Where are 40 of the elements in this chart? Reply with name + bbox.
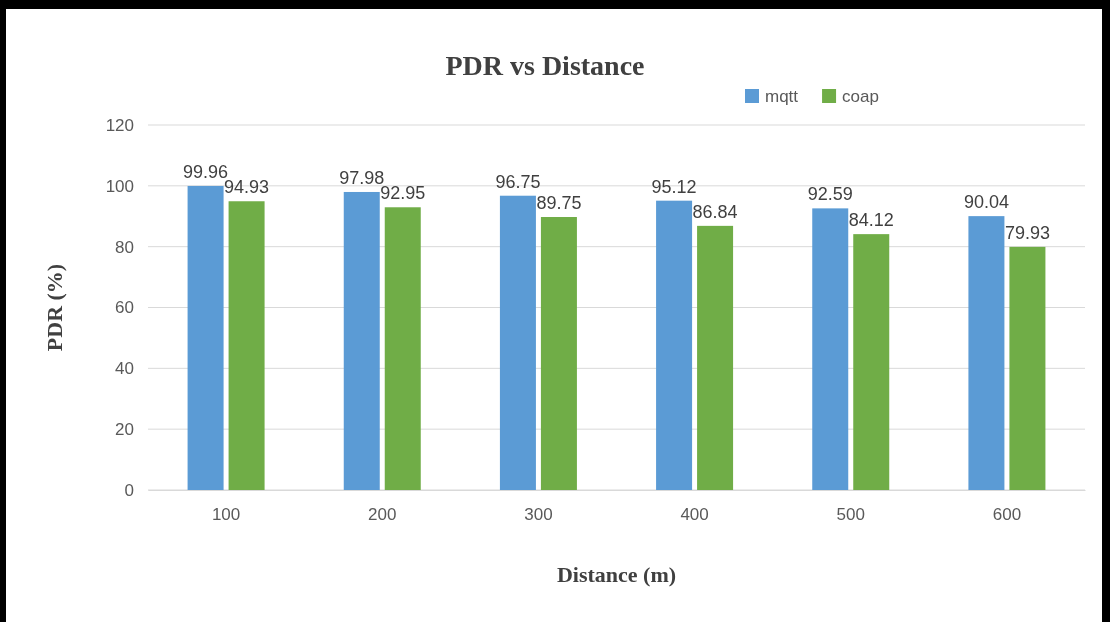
chart-title: PDR vs Distance <box>445 50 645 81</box>
legend-label: mqtt <box>765 87 799 106</box>
y-tick-label: 120 <box>105 115 134 135</box>
y-tick-label: 0 <box>124 480 134 500</box>
data-label: 96.75 <box>495 171 541 192</box>
data-label: 94.93 <box>224 177 270 198</box>
x-tick-label: 200 <box>368 505 397 525</box>
data-label: 92.95 <box>380 183 426 204</box>
data-label: 79.93 <box>1004 222 1050 243</box>
legend-label: coap <box>842 87 879 106</box>
x-tick-label: 100 <box>211 505 241 525</box>
data-label: 95.12 <box>651 176 697 197</box>
y-tick-label: 80 <box>115 237 134 257</box>
bar <box>853 234 890 490</box>
x-tick-label: 400 <box>680 505 709 525</box>
bar <box>968 216 1005 490</box>
data-label: 90.04 <box>963 192 1009 213</box>
data-label: 92.59 <box>807 184 853 205</box>
bar <box>697 225 734 490</box>
y-tick-label: 60 <box>115 298 134 318</box>
x-tick-label: 600 <box>992 505 1022 525</box>
bar <box>499 195 536 490</box>
y-tick-label: 40 <box>115 359 134 379</box>
x-tick-label: 300 <box>524 505 553 525</box>
bar <box>343 191 380 490</box>
bar <box>656 200 693 490</box>
bar <box>540 217 577 490</box>
y-tick-label: 20 <box>115 420 134 440</box>
y-tick-label: 100 <box>105 176 134 196</box>
x-tick-label: 500 <box>836 505 865 525</box>
data-label: 86.84 <box>692 201 738 222</box>
bar <box>812 208 849 490</box>
y-axis-title: PDR (%) <box>42 263 67 352</box>
bar <box>1009 246 1046 490</box>
bar <box>187 185 224 490</box>
bar <box>228 201 265 490</box>
data-label: 84.12 <box>848 210 894 231</box>
x-axis-title: Distance (m) <box>556 562 677 587</box>
data-label: 89.75 <box>536 193 582 214</box>
bar <box>384 207 421 490</box>
